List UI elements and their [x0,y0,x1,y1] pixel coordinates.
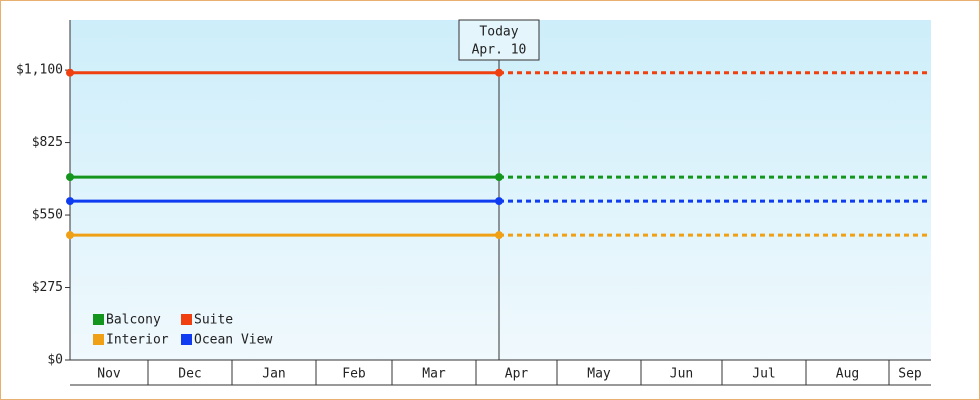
y-tick-label: $825 [32,135,63,150]
x-tick-label: Jan [262,367,285,382]
today-box [458,19,540,61]
today-title: Today [479,25,518,40]
series-point [66,231,74,240]
x-tick-label: Jul [752,367,775,382]
x-tick-label: Apr [505,367,529,382]
x-tick-label: Aug [836,367,859,382]
today-date: Apr. 10 [472,43,527,58]
series-point [495,197,503,206]
y-tick-label: $275 [32,280,63,295]
x-tick-label: Sep [898,367,922,382]
legend-label: Balcony [106,313,161,328]
x-tick-label: Jun [670,367,693,382]
x-tick-label: Dec [178,367,201,382]
legend-label: Suite [194,313,233,328]
plot-area [70,20,931,360]
legend-label: Interior [106,333,169,348]
series-point [495,173,503,182]
y-tick-label: $550 [32,208,63,223]
series-point [495,68,503,77]
legend-swatch [181,314,192,325]
x-tick-label: Nov [97,367,121,382]
y-tick-label: $0 [47,353,63,368]
series-point [66,197,74,206]
series-point [495,231,503,240]
series-point [66,68,74,77]
y-tick-label: $1,100 [16,63,63,78]
x-tick-label: Feb [342,367,366,382]
series-point [66,173,74,182]
legend-swatch [181,334,192,345]
legend-label: Ocean View [194,333,272,348]
legend-swatch [93,314,104,325]
x-tick-label: May [587,367,611,382]
x-tick-label: Mar [422,367,446,382]
legend-swatch [93,334,104,345]
